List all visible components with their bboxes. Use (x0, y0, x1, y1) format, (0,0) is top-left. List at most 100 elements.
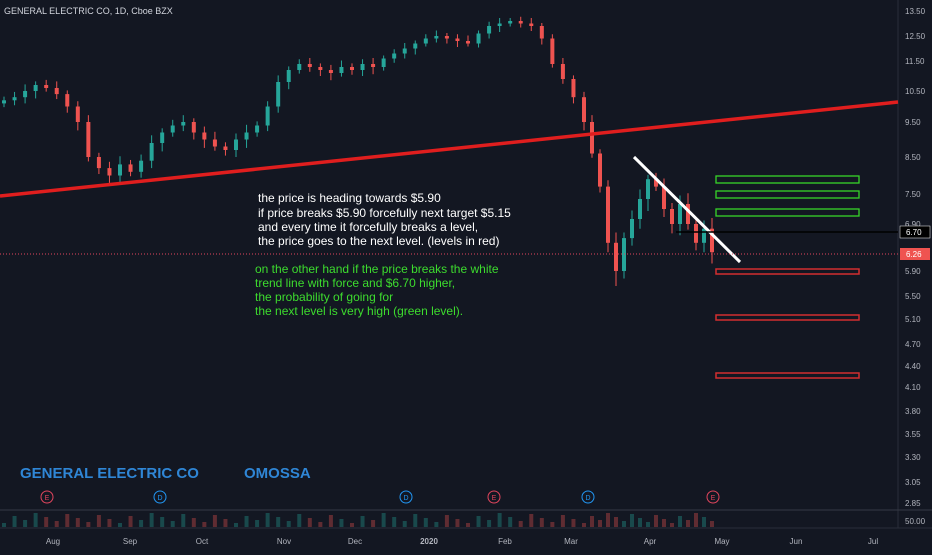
red-trend-line[interactable] (0, 100, 899, 198)
green-level-3[interactable] (715, 208, 860, 217)
volume-bar (694, 513, 698, 527)
white-annotation-line: if price breaks $5.90 forcefully next ta… (258, 206, 511, 220)
candle-body (476, 33, 481, 44)
last-close-tag-label: 6.26 (906, 250, 922, 259)
earnings-event-icon[interactable]: E (40, 490, 54, 504)
volume-bar (33, 513, 38, 527)
volume-bar (508, 517, 513, 527)
time-tick-label: Feb (498, 537, 512, 546)
price-axis: 13.50 12.50 11.50 10.50 9.50 8.50 7.50 6.90 5.90… (905, 7, 926, 508)
time-tick-label: Dec (348, 537, 362, 546)
candle-body (710, 228, 714, 253)
volume-bar (662, 519, 666, 527)
event-circle (399, 490, 413, 504)
volume-bar (12, 516, 17, 527)
candle-body (702, 228, 706, 243)
green-level-1[interactable] (715, 175, 860, 184)
volume-bar (202, 522, 207, 527)
volume-bar (86, 522, 91, 527)
price-tick-label: 5.90 (905, 267, 921, 276)
candle-body (65, 94, 70, 107)
candle-body (444, 36, 449, 39)
candle-body (286, 70, 291, 82)
volume-bar (191, 518, 196, 527)
volume-bar (128, 516, 133, 527)
candle-body (590, 122, 594, 154)
volume-bar (65, 514, 70, 527)
volume-bar (487, 520, 492, 527)
volume-bar (160, 517, 165, 527)
volume-bar (598, 520, 602, 527)
candle-body (255, 125, 260, 133)
red-level-3[interactable] (715, 372, 860, 379)
candle-body (223, 146, 228, 150)
earnings-event-icon[interactable]: E (487, 490, 501, 504)
candle-body (402, 48, 407, 54)
volume-bar (423, 518, 428, 527)
candle-body (350, 67, 354, 70)
dividend-event-icon[interactable]: D (399, 490, 413, 504)
candle-body (170, 125, 175, 133)
white-trend-line[interactable] (632, 155, 742, 264)
candle-body (265, 106, 270, 126)
candle-body (139, 160, 144, 172)
white-annotation-line: and every time it forcefully breaks a le… (258, 220, 478, 234)
candle-body (381, 58, 386, 67)
volume-bar (350, 523, 354, 527)
event-letter: E (45, 495, 50, 502)
green-annotation[interactable]: on the other hand if the price breaks th… (255, 262, 499, 318)
volume-bar (614, 517, 618, 527)
price-tick-label: 10.50 (905, 87, 926, 96)
volume-bar (590, 516, 594, 527)
event-letter: D (585, 495, 590, 502)
candle-body (2, 100, 6, 104)
red-level-1[interactable] (715, 268, 860, 275)
volume-bar (392, 517, 397, 527)
symbol-header[interactable]: GENERAL ELECTRIC CO, 1D, Cboe BZX (4, 6, 173, 16)
volume-bar (265, 513, 270, 527)
green-level-2[interactable] (715, 190, 860, 199)
volume-bar (2, 523, 6, 527)
volume-bar (518, 521, 523, 527)
event-letter: D (403, 495, 408, 502)
volume-bar (339, 519, 344, 527)
time-tick-label: Jul (868, 537, 878, 546)
price-tick-label: 8.50 (905, 153, 921, 162)
dividend-event-icon[interactable]: D (581, 490, 595, 504)
price-tick-label: 4.40 (905, 362, 921, 371)
price-tick-label: 5.50 (905, 292, 921, 301)
white-annotation[interactable]: the price is heading towards $5.90 if pr… (258, 191, 511, 248)
volume-bar (678, 516, 682, 527)
candle-body (539, 26, 544, 39)
candle-body (86, 122, 91, 157)
event-circle (40, 490, 54, 504)
dividend-event-icon[interactable]: D (153, 490, 167, 504)
candle-body (23, 91, 28, 98)
candle-body (360, 64, 365, 70)
time-tick-label: Apr (644, 537, 657, 546)
candle-body (622, 238, 626, 271)
candle-body (54, 88, 59, 95)
volume-bar (276, 517, 281, 527)
volume-bar (646, 522, 650, 527)
price-tick-label: 3.30 (905, 453, 921, 462)
volume-bar (234, 523, 238, 527)
volume-bar (297, 514, 302, 527)
candle-body (318, 67, 323, 70)
price-tick-label: 6.90 (905, 220, 921, 229)
time-axis: Aug Sep Oct Nov Dec 2020 Feb Mar Apr May Jun Jul (46, 537, 878, 546)
earnings-event-icon[interactable]: E (706, 490, 720, 504)
volume-bar (413, 514, 418, 527)
last-close-tag-bg (900, 248, 930, 260)
red-level-2[interactable] (715, 314, 860, 321)
volume-bar (606, 513, 610, 527)
price-tick-label: 2.85 (905, 499, 921, 508)
candle-body (128, 164, 133, 172)
volume-bar (444, 515, 449, 527)
event-circle (706, 490, 720, 504)
candle-body (529, 23, 534, 26)
candle-body (371, 64, 376, 67)
candle-body (75, 106, 80, 122)
